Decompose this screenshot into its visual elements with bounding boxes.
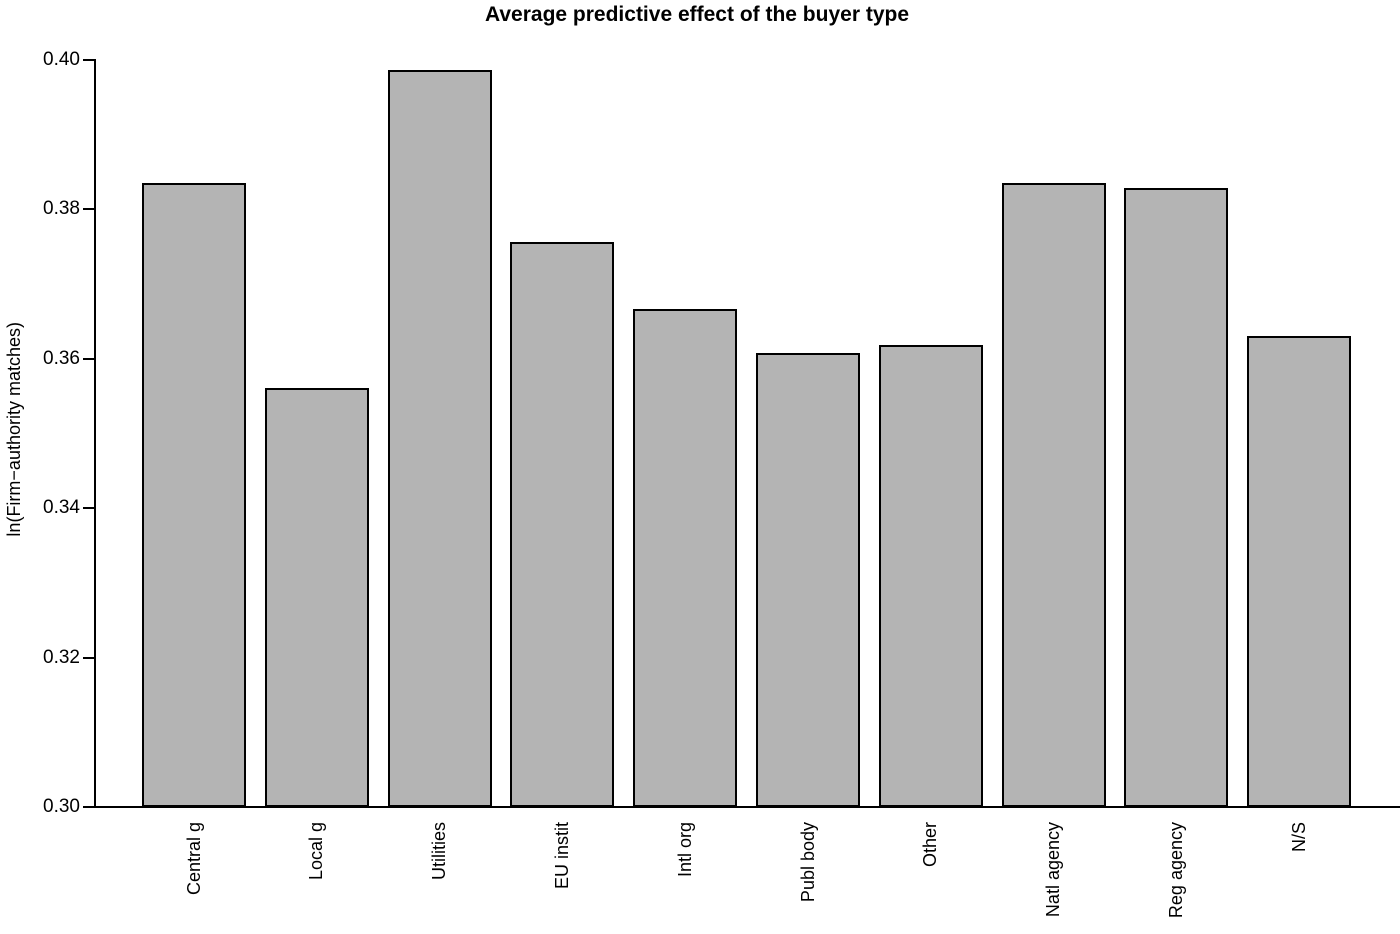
x-axis-category-label: Utilities	[429, 822, 449, 881]
y-axis-tick	[83, 806, 95, 808]
bar	[756, 352, 860, 807]
chart-title: Average predictive effect of the buyer t…	[484, 3, 910, 26]
y-axis-line	[94, 59, 96, 808]
bar	[1247, 335, 1351, 807]
x-axis-category-label: Central g	[184, 822, 204, 896]
bar	[388, 69, 492, 807]
y-axis-tick	[83, 507, 95, 510]
x-axis-category-label: EU instit	[552, 822, 572, 890]
bar	[1124, 187, 1228, 807]
x-axis-category-label: Reg agency	[1166, 822, 1186, 919]
bar	[142, 182, 246, 807]
y-axis-tick-label: 0.36	[43, 347, 80, 369]
y-axis-tick	[83, 656, 95, 659]
bar	[510, 241, 614, 807]
bar	[265, 387, 369, 807]
y-axis-tick-label: 0.32	[43, 646, 80, 668]
x-axis-category-label: Publ body	[798, 822, 818, 903]
x-axis-category-label: Natl agency	[1043, 822, 1063, 918]
x-axis-line	[83, 806, 1400, 808]
y-axis-tick-label: 0.30	[43, 796, 80, 817]
x-axis-category-label: Intl org	[675, 822, 695, 878]
y-axis-tick	[83, 357, 95, 360]
y-axis-tick	[83, 208, 95, 211]
bar	[1002, 183, 1106, 807]
bar	[633, 308, 737, 807]
y-axis-tick-label: 0.34	[43, 497, 80, 519]
y-axis-tick-label: 0.38	[43, 198, 80, 220]
x-axis-category-label: Local g	[306, 822, 326, 881]
y-axis-tick-label: 0.40	[43, 49, 80, 70]
x-axis-category-label: Other	[920, 822, 940, 868]
y-axis-tick	[83, 59, 95, 61]
x-axis-category-label: N/S	[1289, 822, 1309, 853]
bar	[879, 345, 983, 807]
